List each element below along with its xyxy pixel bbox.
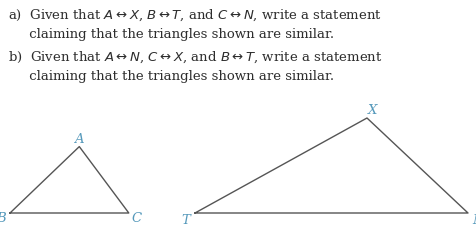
Text: X: X (367, 104, 377, 117)
Text: N: N (471, 213, 476, 226)
Text: B: B (0, 213, 6, 226)
Text: T: T (181, 213, 190, 226)
Text: claiming that the triangles shown are similar.: claiming that the triangles shown are si… (8, 70, 333, 83)
Text: C: C (131, 213, 141, 226)
Text: A: A (74, 133, 84, 146)
Text: b)  Given that $A \leftrightarrow N$, $C \leftrightarrow X$, and $B \leftrightar: b) Given that $A \leftrightarrow N$, $C … (8, 50, 382, 65)
Text: claiming that the triangles shown are similar.: claiming that the triangles shown are si… (8, 28, 333, 41)
Text: a)  Given that $A \leftrightarrow X$, $B \leftrightarrow T$, and $C \leftrightar: a) Given that $A \leftrightarrow X$, $B … (8, 8, 381, 23)
